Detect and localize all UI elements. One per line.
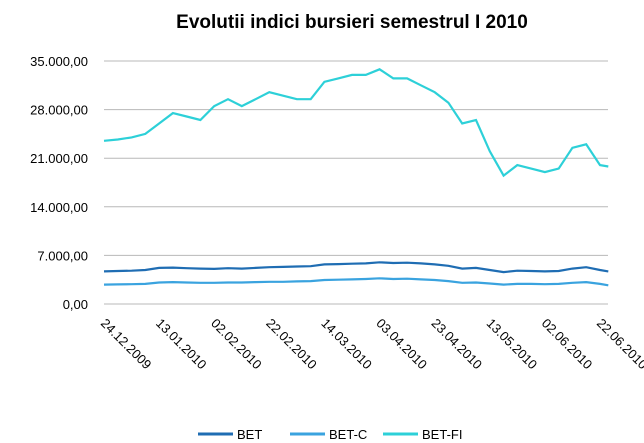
x-tick-label: 22.06.2010 xyxy=(594,316,644,373)
legend-item: BET-FI xyxy=(383,427,462,442)
line-series xyxy=(103,261,609,274)
legend-label: BET-FI xyxy=(422,427,462,442)
x-tick-label: 22.02.2010 xyxy=(263,316,320,373)
y-tick-label: 35.000,00 xyxy=(30,54,88,69)
x-tick-label: 13.05.2010 xyxy=(484,316,541,373)
x-tick-label: 03.04.2010 xyxy=(373,316,430,373)
legend-label: BET xyxy=(237,427,262,442)
legend-item: BET xyxy=(198,427,262,442)
legend-label: BET-C xyxy=(329,427,367,442)
line-series xyxy=(103,277,609,287)
legend-item: BET-C xyxy=(290,427,367,442)
x-tick-label: 02.02.2010 xyxy=(208,316,265,373)
x-tick-label: 14.03.2010 xyxy=(318,316,375,373)
line-series xyxy=(103,68,609,178)
chart-title: Evolutii indici bursieri semestrul I 201… xyxy=(176,12,528,33)
x-tick-label: 02.06.2010 xyxy=(539,316,596,373)
x-tick-label: 13.01.2010 xyxy=(153,316,210,373)
y-tick-label: 14.000,00 xyxy=(30,200,88,215)
y-tick-label: 28.000,00 xyxy=(30,103,88,118)
x-tick-label: 24.12.2009 xyxy=(98,316,155,373)
x-tick-label: 23.04.2010 xyxy=(429,316,486,373)
y-tick-label: 0,00 xyxy=(63,297,88,312)
y-tick-label: 7.000,00 xyxy=(37,248,88,263)
y-tick-label: 21.000,00 xyxy=(30,151,88,166)
